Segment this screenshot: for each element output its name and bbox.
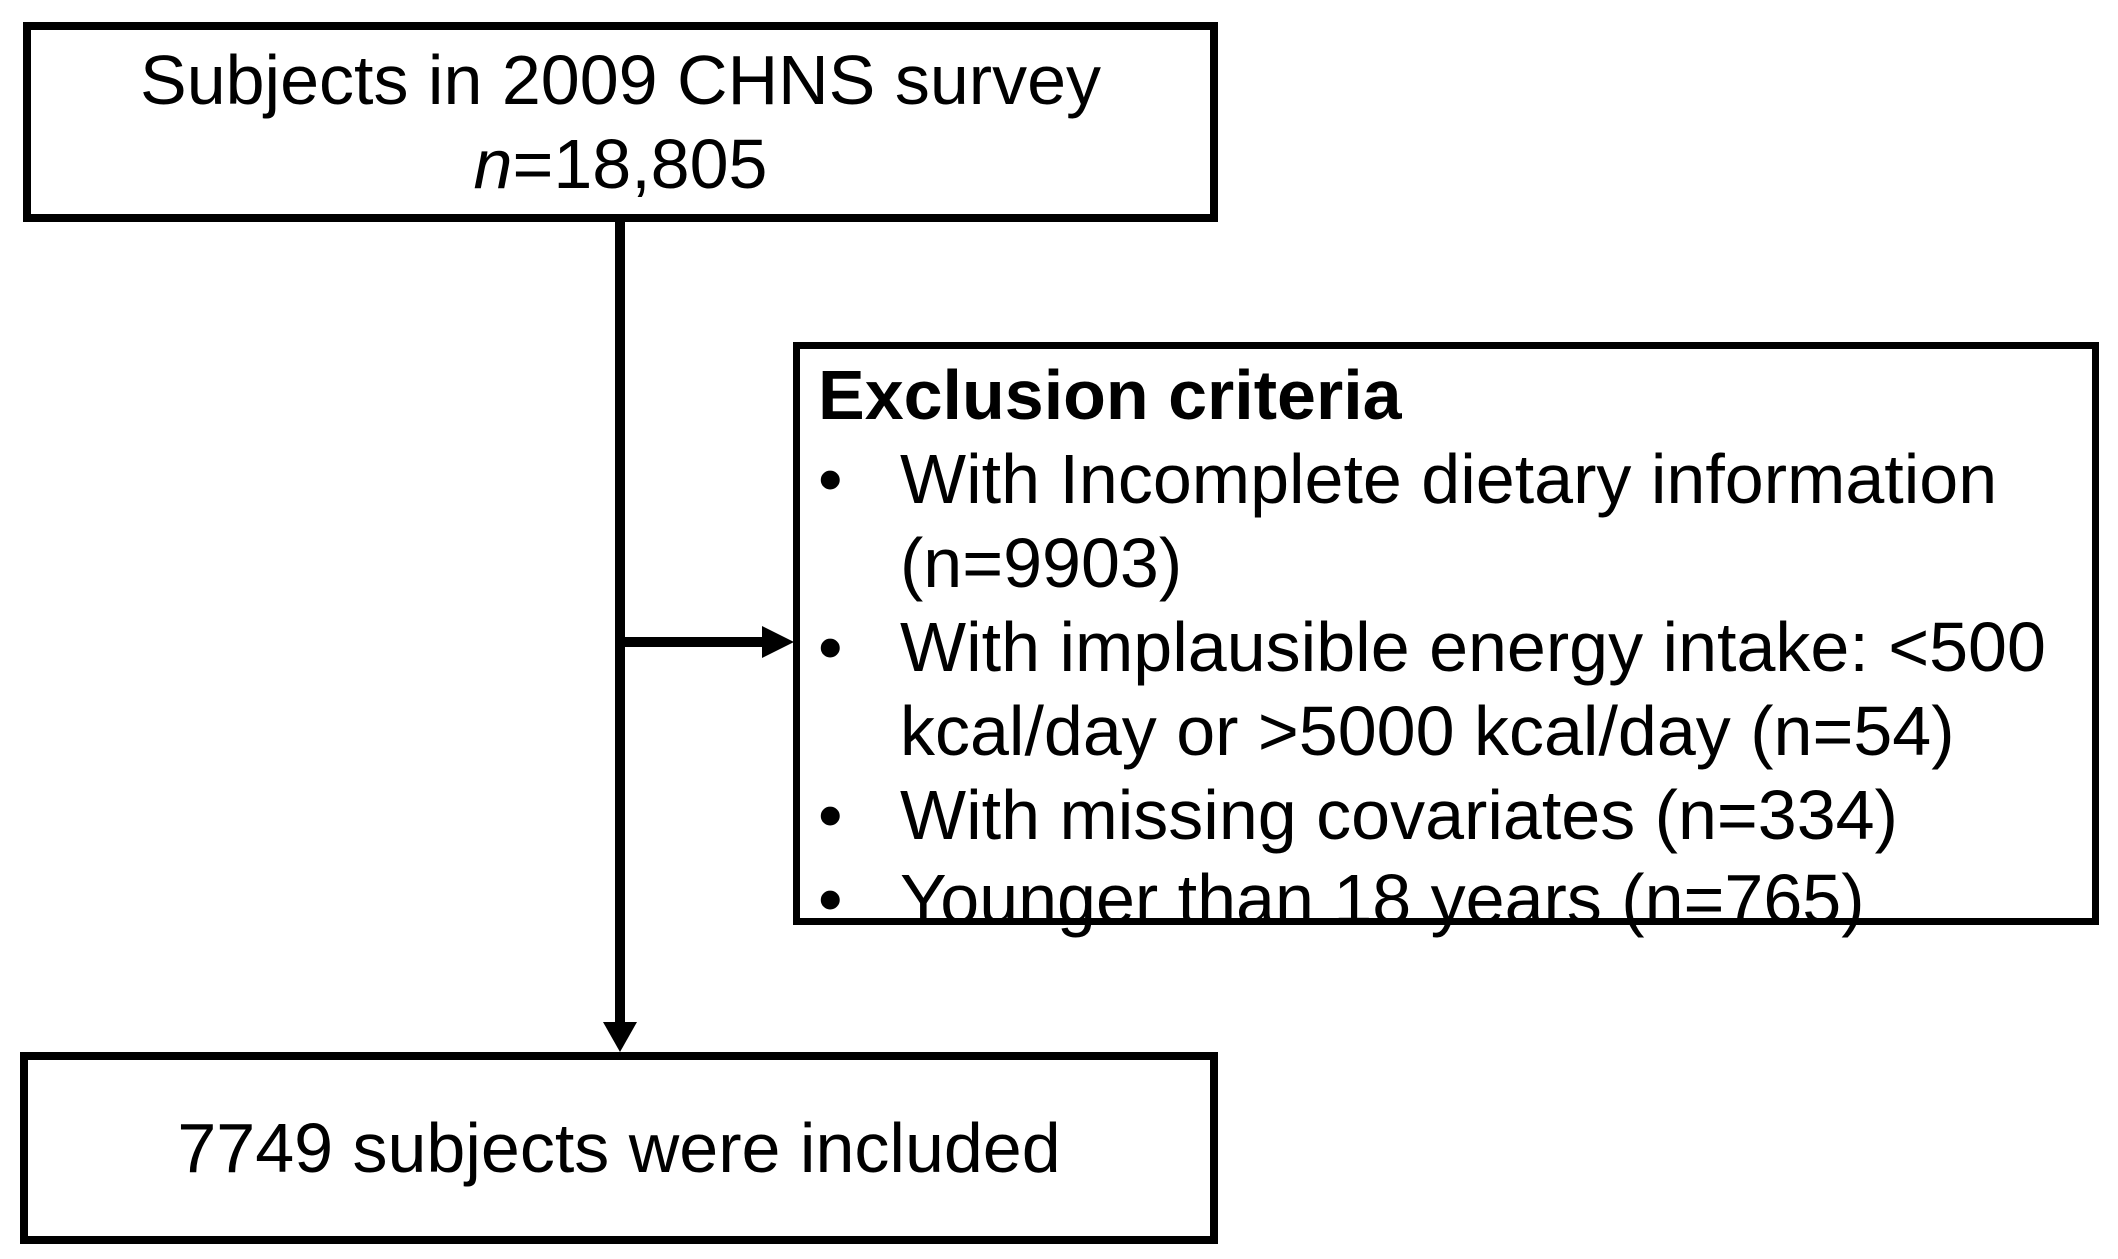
- included-label: 7749 subjects were included: [177, 1109, 1061, 1187]
- node-survey-subjects: Subjects in 2009 CHNS survey n=18,805: [23, 22, 1218, 222]
- exclusion-item-line: With implausible energy intake: <500: [900, 608, 2046, 686]
- exclusion-item-line: With Incomplete dietary information: [900, 440, 1998, 518]
- arrowhead-down-icon: [603, 1022, 637, 1052]
- node-included-subjects: 7749 subjects were included: [20, 1052, 1218, 1244]
- survey-n: n=18,805: [474, 122, 768, 206]
- survey-n-symbol: n: [473, 125, 513, 203]
- arrow-shaft-vertical: [615, 222, 625, 1024]
- exclusion-item: • With Incomplete dietary information (n=9…: [818, 437, 2086, 605]
- survey-n-value: =18,805: [512, 125, 768, 203]
- bullet-icon: •: [818, 860, 843, 938]
- exclusion-item-line: With missing covariates (n=334): [900, 776, 1898, 854]
- exclusion-list: • With Incomplete dietary information (n=9…: [818, 437, 2086, 941]
- exclusion-title: Exclusion criteria: [818, 356, 1402, 434]
- bullet-icon: •: [818, 608, 843, 686]
- exclusion-item: • With missing covariates (n=334): [818, 773, 2086, 857]
- survey-label: Subjects in 2009 CHNS survey: [140, 41, 1101, 119]
- node-exclusion-criteria: Exclusion criteria • With Incomplete diet…: [793, 342, 2099, 938]
- arrowhead-right-icon: [762, 626, 794, 658]
- bullet-icon: •: [818, 440, 843, 518]
- exclusion-item-line: (n=9903): [900, 524, 1183, 602]
- exclusion-item: • Younger than 18 years (n=765): [818, 857, 2086, 941]
- exclusion-item-line: kcal/day or >5000 kcal/day (n=54): [900, 692, 1955, 770]
- arrow-shaft-horizontal: [620, 637, 764, 647]
- exclusion-item: • With implausible energy intake: <500 kca…: [818, 605, 2086, 773]
- exclusion-item-line: Younger than 18 years (n=765): [900, 860, 1865, 938]
- bullet-icon: •: [818, 776, 843, 854]
